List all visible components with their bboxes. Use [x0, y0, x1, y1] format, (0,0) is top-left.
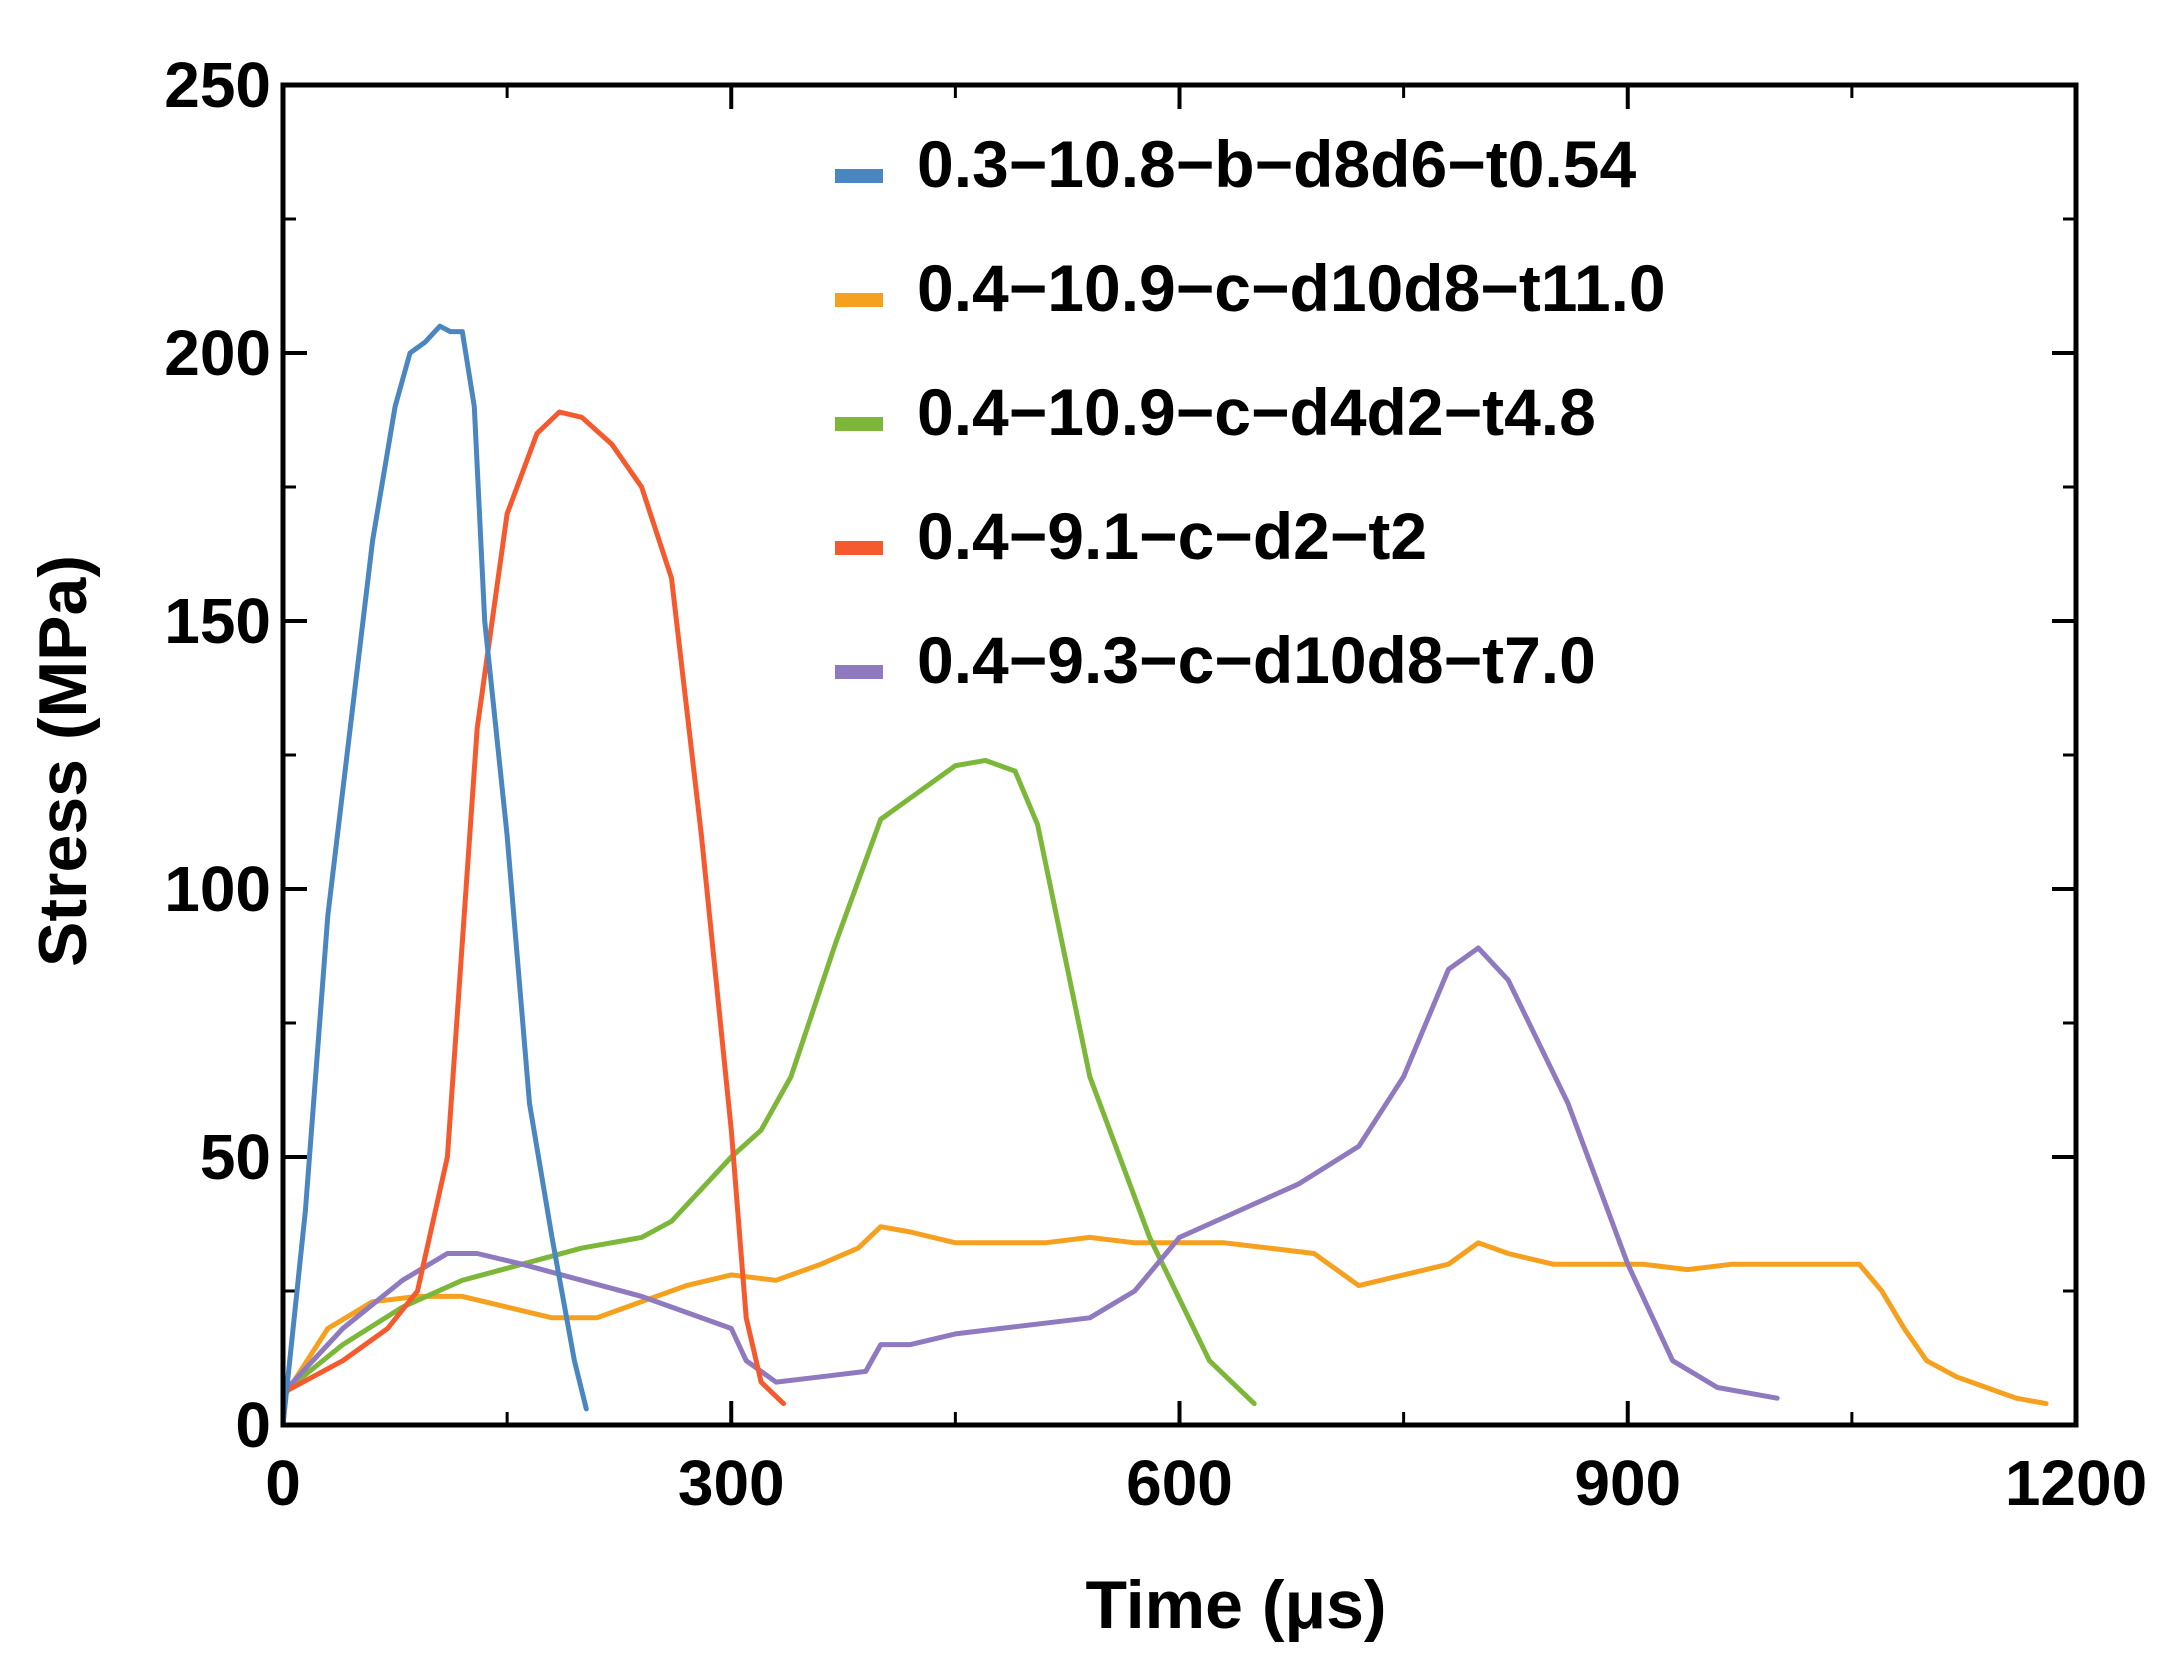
legend-entry: 0.4−9.1−c−d2−t2 — [835, 499, 1427, 573]
x-tick-label: 1200 — [2005, 1447, 2147, 1519]
legend-label: 0.4−9.3−c−d10d8−t7.0 — [917, 623, 1596, 697]
legend-swatch — [835, 417, 883, 431]
legend-entry: 0.4−10.9−c−d10d8−t11.0 — [835, 251, 1666, 325]
y-tick-label: 150 — [164, 585, 271, 657]
x-axis-title: Time (μs) — [1085, 1567, 1386, 1643]
y-axis-title: Stress (MPa) — [25, 555, 101, 967]
legend-label: 0.4−9.1−c−d2−t2 — [917, 499, 1427, 573]
x-tick-label: 600 — [1126, 1447, 1233, 1519]
series-layer — [280, 323, 2049, 1428]
series-line-4 — [280, 409, 786, 1407]
x-tick-label: 900 — [1574, 1447, 1681, 1519]
series-line-3 — [280, 757, 1257, 1407]
y-tick-label: 0 — [235, 1389, 271, 1461]
legend-label: 0.4−10.9−c−d4d2−t4.8 — [917, 375, 1596, 449]
series-line-1 — [280, 323, 589, 1428]
legend-entry: 0.3−10.8−b−d8d6−t0.54 — [835, 127, 1636, 201]
series-line-2 — [280, 1224, 2049, 1407]
y-tick-label: 250 — [164, 49, 271, 121]
legend-swatch — [835, 293, 883, 307]
plot-frame — [280, 82, 2079, 1428]
y-tick-label: 50 — [200, 1121, 271, 1193]
legend-swatch — [835, 665, 883, 679]
y-tick-label: 100 — [164, 853, 271, 925]
y-tick-label: 200 — [164, 317, 271, 389]
legend-entry: 0.4−9.3−c−d10d8−t7.0 — [835, 623, 1596, 697]
axis-ticks: 0 300 600 900 1200 0 50 100 150 200 250 — [164, 49, 2147, 1519]
series-line-5 — [280, 945, 1780, 1401]
x-tick-label: 300 — [678, 1447, 785, 1519]
legend-label: 0.4−10.9−c−d10d8−t11.0 — [917, 251, 1666, 325]
legend-swatch — [835, 169, 883, 183]
legend-label: 0.3−10.8−b−d8d6−t0.54 — [917, 127, 1636, 201]
legend-swatch — [835, 541, 883, 555]
legend-entry: 0.4−10.9−c−d4d2−t4.8 — [835, 375, 1596, 449]
legend: 0.3−10.8−b−d8d6−t0.54 0.4−10.9−c−d10d8−t1… — [835, 127, 1666, 697]
x-tick-label: 0 — [265, 1447, 301, 1519]
